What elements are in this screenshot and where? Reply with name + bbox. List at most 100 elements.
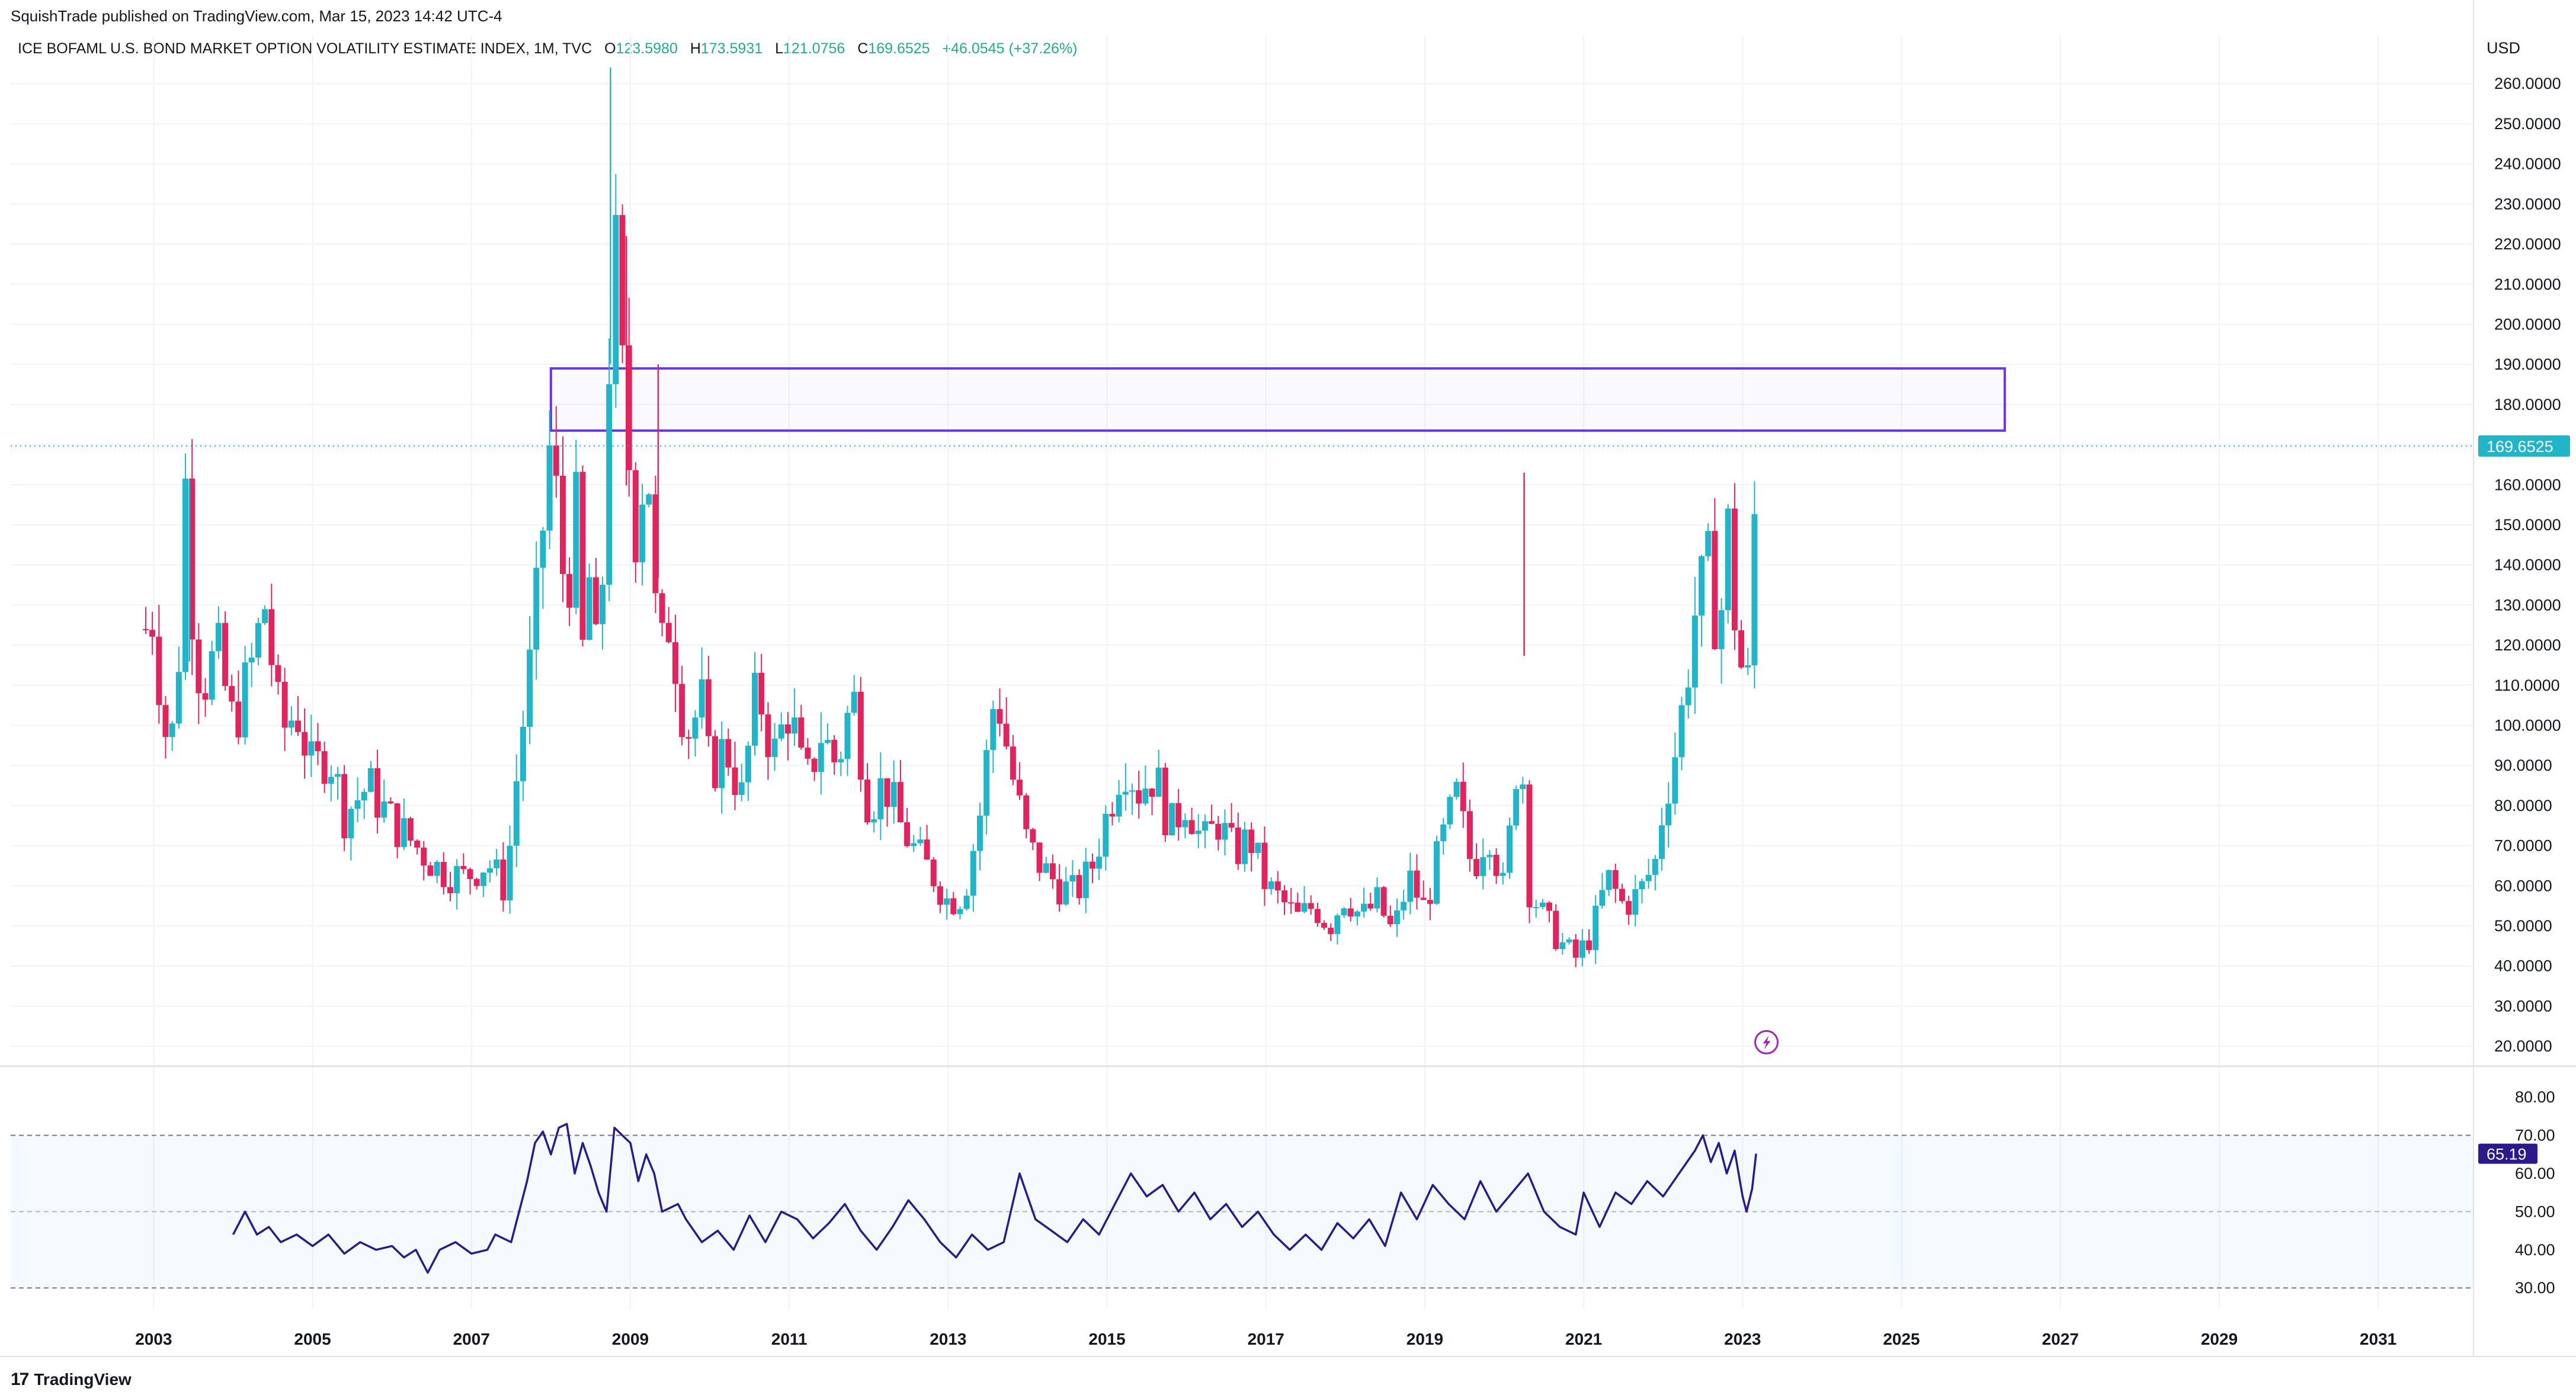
candle-body xyxy=(1308,903,1314,909)
candle-body xyxy=(857,691,864,780)
candle-body xyxy=(1182,820,1188,828)
candle-body xyxy=(1202,821,1208,831)
candle-body xyxy=(1341,908,1347,916)
candle-body xyxy=(1056,879,1063,905)
candle-body xyxy=(513,781,520,846)
tradingview-logo-icon: 17 xyxy=(11,1370,29,1389)
price-tick-label: 140.0000 xyxy=(2494,556,2561,574)
time-tick-label: 2007 xyxy=(453,1330,490,1348)
candle-body xyxy=(745,745,751,783)
candle-body xyxy=(606,384,613,585)
candle-body xyxy=(1268,881,1274,889)
candle-body xyxy=(1612,870,1619,889)
candle-body xyxy=(1414,870,1420,898)
candle-body xyxy=(1036,842,1043,873)
candle-body xyxy=(765,714,771,757)
candle-body xyxy=(1486,854,1493,857)
price-tick-label: 70.0000 xyxy=(2494,837,2552,855)
candle-body xyxy=(1321,923,1328,928)
candle-body xyxy=(976,815,983,851)
time-tick-label: 2025 xyxy=(1883,1330,1920,1348)
candle-body xyxy=(1586,940,1593,950)
candle-body xyxy=(679,684,685,738)
candle-body xyxy=(1116,794,1122,817)
candle-body xyxy=(308,741,315,756)
brand-label: TradingView xyxy=(34,1370,132,1389)
candle-body xyxy=(957,909,963,915)
candle-body xyxy=(242,662,248,738)
candle-body xyxy=(169,723,175,738)
candle-body xyxy=(778,724,784,739)
price-tick-label: 250.0000 xyxy=(2494,115,2561,133)
rsi-tick-label: 50.00 xyxy=(2515,1203,2555,1220)
candle-body xyxy=(1453,781,1460,797)
time-tick-label: 2023 xyxy=(1724,1330,1761,1348)
publisher-caption: SquishTrade published on TradingView.com… xyxy=(11,7,502,25)
rsi-value-label: 65.19 xyxy=(2487,1146,2527,1163)
candle-body xyxy=(507,845,513,901)
time-tick-label: 2019 xyxy=(1406,1330,1443,1348)
price-tick-label: 20.0000 xyxy=(2494,1037,2552,1055)
candle-body xyxy=(1209,821,1215,824)
candle-body xyxy=(712,736,718,788)
candle-body xyxy=(699,679,705,718)
candle-body xyxy=(864,780,871,823)
candle-body xyxy=(546,445,553,531)
candle-body xyxy=(460,865,467,870)
last-price-badge xyxy=(2478,435,2570,457)
candle-body xyxy=(1427,900,1433,904)
candle-body xyxy=(1049,863,1056,880)
candle-body xyxy=(1718,610,1725,649)
rsi-tick-label: 30.00 xyxy=(2515,1279,2555,1297)
candle-body xyxy=(1606,870,1612,890)
candle-body xyxy=(1699,556,1705,616)
candle-body xyxy=(1347,908,1354,916)
candle-body xyxy=(1109,813,1116,817)
candle-body xyxy=(1539,902,1546,908)
candle-body xyxy=(983,750,990,816)
candle-body xyxy=(367,768,374,792)
candle-body xyxy=(613,214,619,384)
candle-body xyxy=(1301,903,1308,912)
candle-body xyxy=(685,737,692,739)
candle-body xyxy=(1745,665,1751,668)
candle-body xyxy=(1235,827,1241,864)
resistance-rectangle xyxy=(549,367,2006,432)
candle-body xyxy=(1248,829,1255,854)
candle-body xyxy=(592,577,599,624)
candle-body xyxy=(1281,890,1288,903)
candle-body xyxy=(407,818,414,841)
candle-body xyxy=(335,774,341,777)
time-tick-label: 2017 xyxy=(1248,1330,1284,1348)
candle-body xyxy=(374,768,381,818)
candle-body xyxy=(831,739,838,762)
candle-body xyxy=(487,868,494,873)
price-tick-label: 60.0000 xyxy=(2494,877,2552,894)
candle-body xyxy=(1500,873,1506,876)
candle-body xyxy=(494,859,500,868)
candle-body xyxy=(970,851,976,896)
candle-body xyxy=(1685,687,1691,706)
price-tick-label: 30.0000 xyxy=(2494,997,2552,1015)
time-tick-label: 2009 xyxy=(612,1330,649,1348)
candle-body xyxy=(784,724,791,734)
candle-body xyxy=(1559,942,1566,950)
price-tick-label: 210.0000 xyxy=(2494,275,2561,293)
candle-body xyxy=(579,472,586,640)
candle-body xyxy=(871,819,877,823)
close-label: C xyxy=(857,40,869,57)
candle-body xyxy=(1420,897,1427,900)
candle-body xyxy=(467,869,473,879)
time-tick-label: 2005 xyxy=(294,1330,331,1348)
candle-body xyxy=(1030,829,1036,843)
candle-body xyxy=(447,887,454,893)
candle-body xyxy=(950,898,957,915)
candle-body xyxy=(1434,841,1440,904)
candle-body xyxy=(189,478,196,640)
candle-body xyxy=(798,717,805,748)
candle-body xyxy=(1493,854,1500,876)
candle-body xyxy=(156,636,162,706)
candle-body xyxy=(1738,630,1745,668)
candle-body xyxy=(215,623,222,652)
